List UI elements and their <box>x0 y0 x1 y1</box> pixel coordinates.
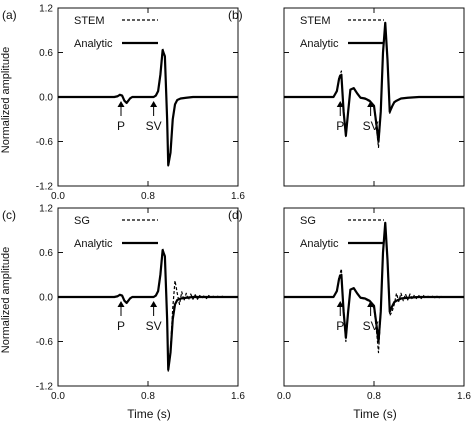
y-tick-label: -0.6 <box>36 337 54 348</box>
x-tick-label: 1.6 <box>457 391 471 402</box>
series-line-solid <box>284 221 464 343</box>
y-tick-label: 0.0 <box>39 93 53 104</box>
series-line-dashed <box>58 247 238 372</box>
series-line-dashed <box>284 22 464 149</box>
x-tick-label: 0.0 <box>51 191 65 202</box>
phase-arrow-head <box>150 101 158 107</box>
series-line-dashed <box>284 222 464 354</box>
panel-a: (a) 1.20.60.0-0.6-1.20.0 0.8 1.6STEMAnalyti… <box>2 4 245 203</box>
y-tick-label: -1.2 <box>36 382 54 393</box>
y-tick-label: 0.6 <box>39 48 53 59</box>
phase-arrow-head <box>367 101 375 107</box>
x-axis-label-left: Time (s) <box>127 407 171 421</box>
panel-b: (b) STEM Analytic P SV <box>228 7 465 187</box>
x-tick-label: 0.8 <box>367 391 381 402</box>
phase-label: SV <box>146 119 162 133</box>
panel-label: (b) <box>228 8 243 22</box>
x-axis-label-right: Time (s) <box>353 407 397 421</box>
phase-arrow-head <box>336 101 344 107</box>
legend-label: Analytic <box>300 38 339 50</box>
legend-label: STEM <box>300 15 331 27</box>
phase-label: SV <box>363 119 379 133</box>
y-tick-label: 0.0 <box>39 293 53 304</box>
phase-arrow-head <box>336 301 344 307</box>
y-tick-label: -0.6 <box>36 137 54 148</box>
y-axis-label-bottom: Normalized amplitude <box>0 247 12 353</box>
phase-arrow-head <box>150 301 158 307</box>
x-tick-label: 0.0 <box>277 391 291 402</box>
x-tick-label: 0.8 <box>141 191 155 202</box>
x-tick-label: 0.8 <box>141 391 155 402</box>
legend-label: Analytic <box>74 38 113 50</box>
legend-label: Analytic <box>300 238 339 250</box>
y-tick-label: 1.2 <box>39 4 53 15</box>
series-line-dashed <box>58 47 238 168</box>
panel-d: (d) 0.0 0.8 1.6 SG Analytic P SV <box>228 207 471 402</box>
y-axis-label-top: Normalized amplitude <box>0 47 12 153</box>
phase-label: SV <box>363 319 379 333</box>
y-tick-label: 0.6 <box>39 248 53 259</box>
phase-arrow-head <box>117 101 125 107</box>
phase-label: SV <box>146 319 162 333</box>
x-tick-label: 0.0 <box>51 391 65 402</box>
panel-label: (c) <box>2 208 16 222</box>
panel-label: (d) <box>228 208 243 222</box>
phase-label: P <box>336 119 344 133</box>
phase-arrow-head <box>367 301 375 307</box>
x-tick-label: 1.6 <box>231 191 245 202</box>
legend-label: SG <box>74 215 90 227</box>
panel-c: (c) 1.20.60.0-0.6-1.20.0 0.8 1.6SGAnalyticP… <box>2 204 245 403</box>
y-tick-label: 1.2 <box>39 204 53 215</box>
legend-label: STEM <box>74 15 105 27</box>
legend-label: Analytic <box>74 238 113 250</box>
phase-label: P <box>117 319 125 333</box>
phase-arrow-head <box>117 301 125 307</box>
panel-label: (a) <box>2 8 17 22</box>
legend-label: SG <box>300 215 316 227</box>
x-tick-label: 1.6 <box>231 391 245 402</box>
phase-label: P <box>336 319 344 333</box>
series-line-solid <box>58 249 238 371</box>
series-line-solid <box>58 49 238 167</box>
phase-label: P <box>117 119 125 133</box>
y-tick-label: -1.2 <box>36 182 54 193</box>
